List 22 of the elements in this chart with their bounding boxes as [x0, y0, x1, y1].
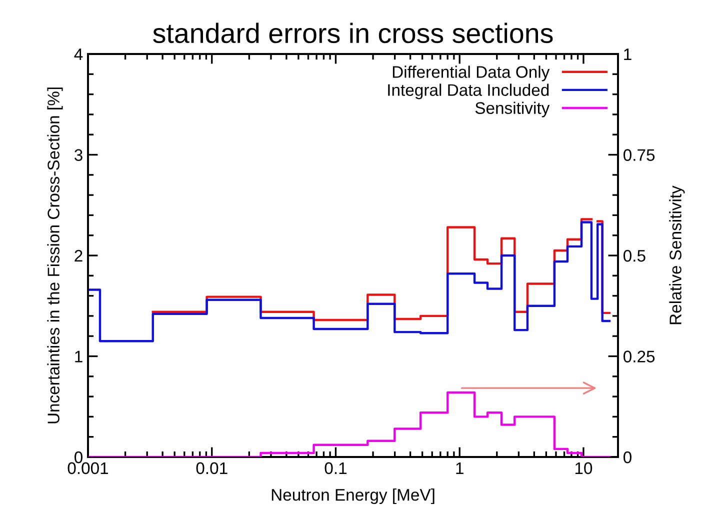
y-tick-label: 1: [75, 350, 82, 362]
y2-tick-label: 0.5: [624, 250, 646, 262]
x-tick-label: 0.01: [196, 462, 228, 474]
x-tick-label: 0.001: [68, 462, 108, 474]
x-tick-label: 1: [456, 462, 464, 474]
y-tick-label: 0: [74, 451, 82, 464]
y-tick-label: 2: [74, 250, 82, 262]
legend-label: Integral Data Included: [388, 84, 549, 100]
x-tick-label: 0.1: [324, 462, 347, 474]
y-tick-label: 4: [74, 48, 83, 60]
y2-tick-label: 0.75: [624, 149, 655, 161]
y2-tick-label: 0.25: [624, 350, 655, 362]
y-axis-title: Uncertainties in the Fission Cross-Section [%]: [47, 88, 63, 424]
y2-tick-label: 0: [624, 451, 632, 464]
legend-label: Differential Data Only: [392, 66, 550, 82]
y-tick-label: 3: [74, 149, 82, 161]
y2-axis-title: Relative Sensitivity: [669, 186, 685, 324]
y2-tick-label: 1: [624, 48, 632, 60]
legend-label: Sensitivity: [475, 102, 550, 118]
x-axis-title: Neutron Energy [MeV]: [272, 488, 434, 504]
x-tick-label: 10: [575, 462, 592, 474]
chart-title: standard errors in cross sections: [153, 22, 553, 44]
